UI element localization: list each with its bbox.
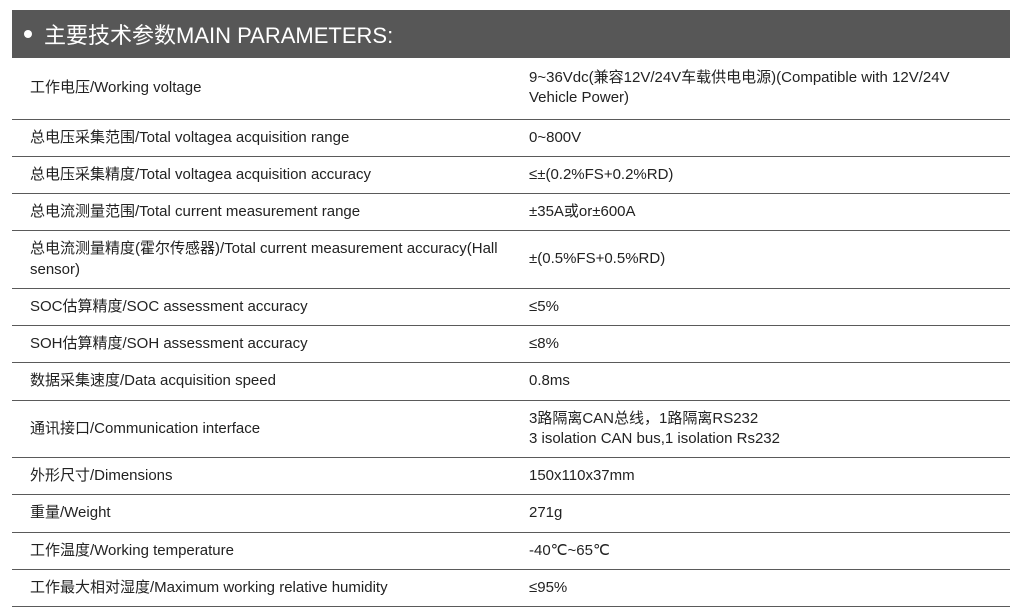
param-value: ±35A或or±600A — [511, 194, 1010, 231]
param-label: 工作电压/Working voltage — [12, 58, 511, 119]
table-body: 工作电压/Working voltage 9~36Vdc(兼容12V/24V车载… — [12, 58, 1010, 607]
param-label: 工作最大相对湿度/Maximum working relative humidi… — [12, 569, 511, 606]
table-row: 总电压采集范围/Total voltagea acquisition range… — [12, 119, 1010, 156]
param-value: 9~36Vdc(兼容12V/24V车载供电电源)(Compatible with… — [511, 58, 1010, 119]
table-row: 总电流测量精度(霍尔传感器)/Total current measurement… — [12, 231, 1010, 289]
param-label: SOH估算精度/SOH assessment accuracy — [12, 326, 511, 363]
param-label: 总电流测量范围/Total current measurement range — [12, 194, 511, 231]
param-label: 总电流测量精度(霍尔传感器)/Total current measurement… — [12, 231, 511, 289]
param-value: 0~800V — [511, 119, 1010, 156]
param-label: 总电压采集精度/Total voltagea acquisition accur… — [12, 156, 511, 193]
table-row: 总电流测量范围/Total current measurement range … — [12, 194, 1010, 231]
table-header: 主要技术参数MAIN PARAMETERS: — [12, 10, 1010, 58]
bullet-icon — [24, 30, 32, 38]
table-row: 总电压采集精度/Total voltagea acquisition accur… — [12, 156, 1010, 193]
param-label: 通讯接口/Communication interface — [12, 400, 511, 458]
parameters-table: 工作电压/Working voltage 9~36Vdc(兼容12V/24V车载… — [12, 58, 1010, 607]
param-value: 271g — [511, 495, 1010, 532]
param-label: 工作温度/Working temperature — [12, 532, 511, 569]
table-row: 工作电压/Working voltage 9~36Vdc(兼容12V/24V车载… — [12, 58, 1010, 119]
header-title: 主要技术参数MAIN PARAMETERS: — [44, 18, 393, 50]
table-row: 工作温度/Working temperature -40℃~65℃ — [12, 532, 1010, 569]
param-value: -40℃~65℃ — [511, 532, 1010, 569]
param-value: ≤±(0.2%FS+0.2%RD) — [511, 156, 1010, 193]
table-row: 重量/Weight 271g — [12, 495, 1010, 532]
table-row: 外形尺寸/Dimensions 150x110x37mm — [12, 458, 1010, 495]
param-value: ≤5% — [511, 288, 1010, 325]
table-row: SOH估算精度/SOH assessment accuracy ≤8% — [12, 326, 1010, 363]
param-value: ±(0.5%FS+0.5%RD) — [511, 231, 1010, 289]
param-label: 外形尺寸/Dimensions — [12, 458, 511, 495]
table-row: SOC估算精度/SOC assessment accuracy ≤5% — [12, 288, 1010, 325]
param-label: 总电压采集范围/Total voltagea acquisition range — [12, 119, 511, 156]
table-row: 工作最大相对湿度/Maximum working relative humidi… — [12, 569, 1010, 606]
param-label: 数据采集速度/Data acquisition speed — [12, 363, 511, 400]
table-row: 数据采集速度/Data acquisition speed 0.8ms — [12, 363, 1010, 400]
parameters-table-container: 主要技术参数MAIN PARAMETERS: 工作电压/Working volt… — [0, 0, 1022, 607]
param-value: ≤95% — [511, 569, 1010, 606]
param-value: 150x110x37mm — [511, 458, 1010, 495]
param-value: 0.8ms — [511, 363, 1010, 400]
param-label: 重量/Weight — [12, 495, 511, 532]
table-row: 通讯接口/Communication interface 3路隔离CAN总线，1… — [12, 400, 1010, 458]
param-value: 3路隔离CAN总线，1路隔离RS2323 isolation CAN bus,1… — [511, 400, 1010, 458]
param-label: SOC估算精度/SOC assessment accuracy — [12, 288, 511, 325]
param-value: ≤8% — [511, 326, 1010, 363]
